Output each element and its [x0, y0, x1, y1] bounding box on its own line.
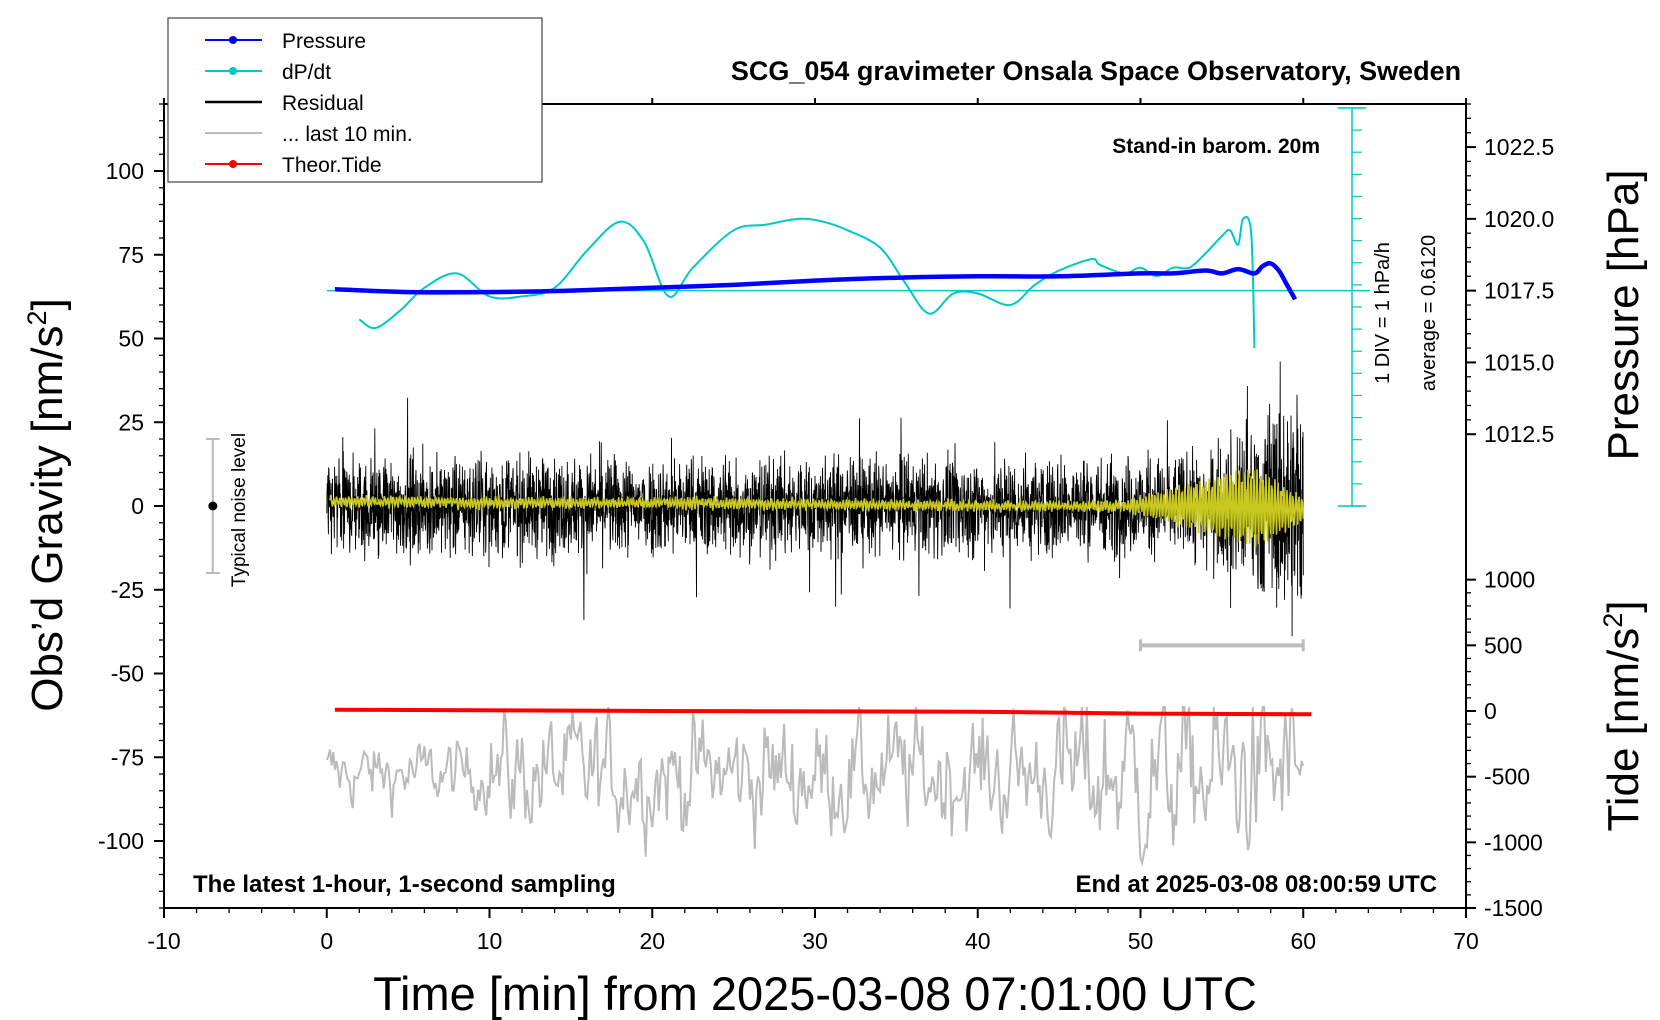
legend-item: dP/dt	[205, 61, 331, 84]
x-tick-label: 60	[1290, 928, 1316, 954]
tide-tick-label: 1000	[1484, 567, 1535, 593]
x-tick-label: 40	[965, 928, 991, 954]
pressure-tick-label: 1020.0	[1484, 206, 1554, 232]
pressure-tick-label: 1017.5	[1484, 278, 1554, 304]
annotation-div-scale: 1 DIV = 1 hPa/h	[1372, 242, 1394, 384]
axes-layer: -10 0 10 20 30 40 50 60 701007550250-25-50-75-10…	[98, 98, 1554, 954]
y-axis-label-gravity-tail: ]	[23, 298, 72, 310]
legend: Pressure dP/dt Residual ... last 10 min. The…	[167, 17, 543, 183]
legend-label: dP/dt	[282, 61, 331, 84]
gravity-tick-label: 100	[106, 158, 144, 184]
chart-title: SCG_054 gravimeter Onsala Space Observat…	[731, 56, 1461, 86]
y-axis-label-gravity: Obs’d Gravity [nm/s2]	[22, 298, 72, 712]
gravity-tick-label: -100	[98, 828, 144, 854]
gravity-tick-label: 25	[118, 409, 144, 435]
x-tick-label: 0	[320, 928, 333, 954]
gravity-tick-label: -25	[111, 577, 144, 603]
x-tick-label: 30	[802, 928, 828, 954]
x-axis-label: Time [min] from 2025-03-08 07:01:00 UTC	[373, 967, 1257, 1020]
tide-line	[334, 707, 1312, 717]
legend-label: ... last 10 min.	[282, 123, 413, 146]
x-tick-label: -10	[147, 928, 180, 954]
legend-item: Theor.Tide	[205, 154, 382, 177]
gravity-tick-label: 75	[118, 242, 144, 268]
legend-item: ... last 10 min.	[205, 123, 413, 146]
pressure-tick-label: 1012.5	[1484, 421, 1554, 447]
pressure-tick-label: 1015.0	[1484, 349, 1554, 375]
tide-tick-label: -500	[1484, 764, 1530, 790]
tide-tick-label: -1000	[1484, 829, 1543, 855]
x-tick-label: 10	[477, 928, 503, 954]
last10-line	[325, 706, 1305, 867]
x-tick-label: 20	[639, 928, 665, 954]
y-axis-label-pressure: Pressure [hPa]	[1599, 169, 1648, 460]
series-layer	[205, 107, 1370, 867]
gravity-tick-label: -50	[111, 661, 144, 687]
gravity-tick-label: 0	[131, 493, 144, 519]
noise-center-point	[208, 501, 218, 511]
pressure-line	[334, 260, 1298, 301]
dpdt-line	[358, 215, 1256, 349]
legend-box	[167, 17, 543, 183]
annotation-sampling: The latest 1-hour, 1-second sampling	[193, 871, 616, 898]
tide-tick-label: 500	[1484, 632, 1522, 658]
pressure-tick-label: 1022.5	[1484, 134, 1554, 160]
y-axis-label-tide: Tide [nm/s2]	[1598, 600, 1648, 831]
tide-tick-label: -1500	[1484, 895, 1543, 921]
annotation-average: average = 0.6120	[1418, 235, 1440, 391]
legend-swatch-marker	[229, 67, 237, 75]
legend-item: Residual	[205, 92, 364, 115]
tide-tick-label: 0	[1484, 698, 1497, 724]
legend-label: Pressure	[282, 30, 366, 53]
gravity-tick-label: 50	[118, 326, 144, 352]
legend-label: Residual	[282, 92, 364, 115]
legend-item: Pressure	[205, 30, 366, 53]
gravity-tick-label: -75	[111, 744, 144, 770]
x-tick-label: 70	[1453, 928, 1479, 954]
legend-label: Theor.Tide	[282, 154, 382, 177]
annotation-noise-level: Typical noise level	[229, 433, 250, 587]
x-tick-label: 50	[1128, 928, 1154, 954]
residual-smooth-line	[329, 469, 1305, 547]
legend-swatch-marker	[229, 36, 237, 44]
y-axis-label-tide-sup: 2	[1598, 613, 1628, 628]
y-axis-label-tide-text: Tide [nm/s	[1599, 628, 1648, 832]
annotation-barometer: Stand-in barom. 20m	[1112, 135, 1320, 158]
annotation-end-time: End at 2025-03-08 08:00:59 UTC	[1076, 871, 1438, 898]
y-axis-label-gravity-sup: 2	[22, 310, 52, 325]
y-axis-label-tide-tail: ]	[1599, 600, 1648, 612]
legend-swatch-marker	[229, 160, 237, 168]
y-axis-label-gravity-text: Obs’d Gravity [nm/s	[23, 325, 72, 711]
